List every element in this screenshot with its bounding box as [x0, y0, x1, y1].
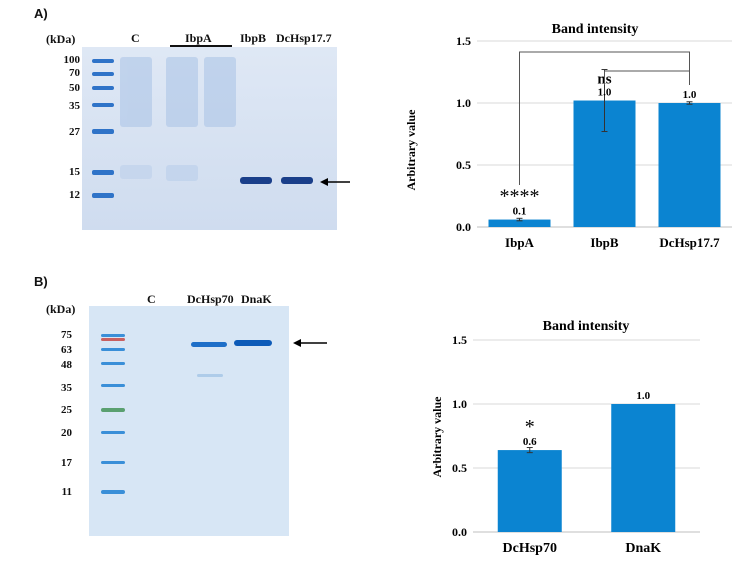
y-tick-label: 1.0: [452, 397, 467, 411]
comparison-bracket: [604, 70, 690, 85]
gel-a-marker-label: 27: [69, 126, 80, 138]
gel-a-lane-label-ibpa: IbpA: [185, 31, 212, 45]
arrow-icon: [293, 339, 327, 347]
bar: [497, 450, 562, 532]
chart-a-ylabel: Arbitrary value: [404, 109, 418, 191]
gel-a-ladder: [92, 59, 114, 198]
gel-b-marker-label: 75: [61, 329, 72, 341]
gel-a-marker-label: 15: [69, 166, 80, 178]
x-tick-label: DnaK: [625, 541, 661, 556]
gel-b-band-dchsp70: [191, 342, 227, 347]
gel-a-lane-label-ibpb: IbpB: [240, 31, 267, 45]
gel-b-band-dnak: [234, 340, 272, 346]
gel-b-ladder: [101, 334, 125, 494]
x-tick-label: IbpA: [505, 235, 535, 250]
chart-b: Band intensity Arbitrary value 0.0 0.5 1.0…: [430, 319, 700, 556]
gel-b-lane-label-dnak: DnaK: [241, 292, 272, 306]
y-tick-label: 0.0: [452, 525, 467, 539]
data-label: 1.0: [636, 390, 650, 402]
gel-image-a: [82, 47, 337, 230]
gel-b-marker-label: 35: [61, 382, 72, 394]
gel-b-marker-label: 11: [61, 486, 72, 498]
gel-a-faint-bands: [120, 57, 236, 181]
gel-a-lane-label-dchsp: DcHsp17.7: [276, 31, 332, 45]
x-tick-label: DcHsp17.7: [659, 235, 720, 250]
gel-b-lane-label-c: C: [147, 292, 156, 306]
significance-label: *: [525, 416, 535, 438]
panel-a-letter: A): [34, 6, 48, 21]
chart-a: Band intensity Arbitrary value 0.0 0.5 1.0…: [404, 22, 732, 250]
y-tick-label: 1.5: [452, 333, 467, 347]
gel-a-lane-label-c: C: [131, 31, 140, 45]
gel-a-band-ibpb: [240, 177, 272, 184]
gel-a-marker-label: 35: [69, 100, 80, 112]
gel-b-marker-label: 17: [61, 457, 72, 469]
gel-b-unit-label: (kDa): [46, 302, 76, 316]
significance-label: ****: [500, 186, 540, 208]
chart-b-title: Band intensity: [543, 319, 630, 334]
gel-b-marker-label: 63: [61, 344, 72, 356]
gel-b-lane-label-dchsp70: DcHsp70: [187, 292, 234, 306]
x-tick-label: DcHsp70: [503, 541, 557, 556]
y-tick-label: 0.5: [456, 158, 471, 172]
gel-image-b: [89, 306, 289, 536]
data-label: 1.0: [598, 87, 612, 99]
bar: [658, 103, 721, 227]
bar: [488, 219, 551, 227]
x-tick-label: IbpB: [590, 235, 619, 250]
comparison-bracket: [519, 51, 690, 185]
gel-a-band-dchsp: [281, 177, 313, 184]
gel-a-marker-label: 100: [63, 54, 81, 66]
data-label: 1.0: [683, 89, 697, 101]
gel-a-ibpa-lane-bar: [170, 45, 232, 47]
gel-b-marker-label: 48: [61, 359, 72, 371]
gel-b-faint-band: [197, 374, 223, 377]
gel-a-marker-label: 50: [69, 82, 80, 94]
arrow-icon: [320, 178, 350, 186]
gel-b-marker-label: 25: [61, 404, 72, 416]
y-tick-label: 0.5: [452, 461, 467, 475]
bar: [611, 404, 676, 532]
data-label: 0.6: [523, 436, 537, 448]
panel-b-letter: B): [34, 274, 48, 289]
gel-a-marker-label: 12: [69, 189, 80, 201]
data-label: 0.1: [513, 206, 527, 218]
gel-a-marker-label: 70: [69, 67, 80, 79]
y-tick-label: 1.5: [456, 34, 471, 48]
gel-b-marker-label: 20: [61, 427, 72, 439]
y-tick-label: 1.0: [456, 96, 471, 110]
y-tick-label: 0.0: [456, 220, 471, 234]
chart-b-ylabel: Arbitrary value: [430, 396, 444, 478]
gel-a-unit-label: (kDa): [46, 32, 76, 46]
chart-a-title: Band intensity: [552, 22, 639, 37]
